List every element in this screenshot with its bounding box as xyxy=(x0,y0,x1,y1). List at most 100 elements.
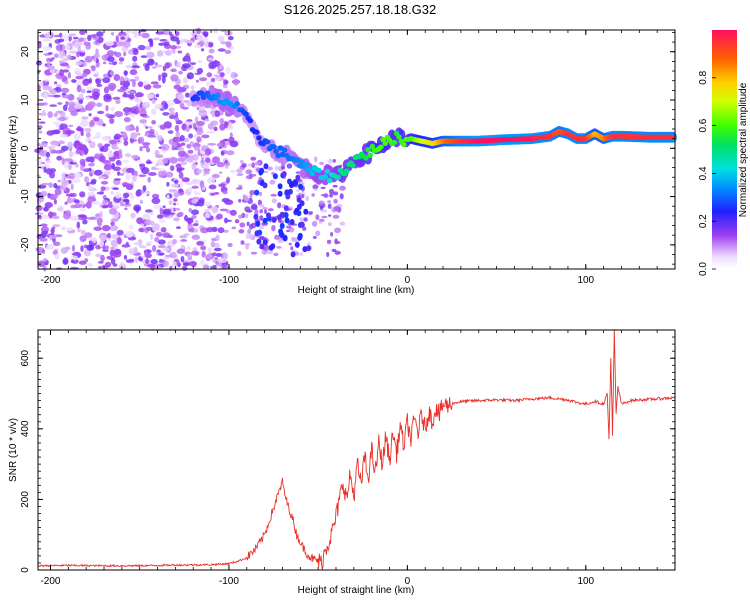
noise-speck xyxy=(179,235,188,239)
noise-speck xyxy=(102,249,109,253)
snr-series xyxy=(37,329,676,570)
noise-speck xyxy=(192,247,198,252)
noise-speck xyxy=(80,119,89,127)
noise-speck xyxy=(53,34,61,38)
noise-speck xyxy=(123,41,131,48)
noise-speck xyxy=(36,102,45,106)
noise-speck xyxy=(210,241,216,248)
noise-speck xyxy=(183,55,191,62)
noise-speck xyxy=(110,234,119,239)
noise-speck xyxy=(139,245,147,249)
noise-speck xyxy=(169,112,176,116)
noise-speck xyxy=(41,109,46,117)
noise-speck xyxy=(40,161,46,165)
noise-speck xyxy=(86,86,94,90)
noise-speck xyxy=(295,189,300,192)
noise-speck xyxy=(247,228,252,235)
noise-speck xyxy=(193,190,197,196)
noise-speck xyxy=(249,190,256,195)
spectrogram-frame xyxy=(37,29,676,270)
noise-speck xyxy=(202,264,210,269)
noise-speck xyxy=(79,164,85,172)
noise-speck xyxy=(229,132,233,138)
noise-speck xyxy=(174,124,180,132)
noise-speck xyxy=(136,217,144,225)
noise-speck xyxy=(70,254,78,261)
noise-speck xyxy=(320,193,328,197)
ridge-scatter xyxy=(306,245,312,252)
noise-speck xyxy=(140,223,145,227)
noise-speck xyxy=(45,244,55,250)
noise-speck xyxy=(64,173,69,177)
noise-speck xyxy=(332,191,339,196)
noise-speck xyxy=(103,86,109,94)
noise-speck xyxy=(59,69,64,77)
noise-speck xyxy=(46,130,55,136)
noise-speck xyxy=(154,150,160,156)
noise-speck xyxy=(49,104,57,107)
noise-speck xyxy=(57,102,63,105)
noise-speck xyxy=(162,41,170,47)
noise-speck xyxy=(70,110,78,117)
noise-speck xyxy=(87,237,97,241)
noise-speck xyxy=(83,204,90,207)
noise-speck xyxy=(116,229,124,236)
ridge-core xyxy=(256,135,262,141)
noise-speck xyxy=(163,256,170,260)
noise-speck xyxy=(230,169,236,174)
noise-speck xyxy=(91,65,96,72)
noise-speck xyxy=(213,110,221,117)
noise-speck xyxy=(60,247,68,254)
noise-speck xyxy=(201,48,205,52)
noise-speck xyxy=(103,171,112,176)
noise-speck xyxy=(77,45,81,53)
noise-speck xyxy=(162,157,169,164)
noise-speck xyxy=(191,185,199,189)
noise-speck xyxy=(61,44,66,51)
noise-speck xyxy=(308,211,313,215)
noise-speck xyxy=(53,113,58,117)
ridge-scatter xyxy=(268,244,274,251)
noise-speck xyxy=(138,227,144,233)
noise-speck xyxy=(114,192,122,199)
noise-speck xyxy=(188,124,193,129)
noise-speck xyxy=(213,247,222,252)
noise-speck xyxy=(245,169,253,175)
noise-speck xyxy=(74,203,83,209)
noise-speck xyxy=(194,179,201,184)
noise-speck xyxy=(39,149,48,157)
noise-speck xyxy=(315,214,320,221)
noise-speck xyxy=(64,80,69,85)
noise-speck xyxy=(231,226,237,230)
noise-speck xyxy=(43,207,49,212)
ridge-scatter xyxy=(263,163,269,170)
noise-speck xyxy=(47,52,53,55)
noise-speck xyxy=(123,255,128,260)
noise-speck xyxy=(120,261,125,268)
noise-speck xyxy=(140,190,145,194)
noise-speck xyxy=(226,176,231,183)
noise-speck xyxy=(65,193,75,197)
noise-speck xyxy=(68,124,74,128)
noise-speck xyxy=(332,184,338,188)
noise-speck xyxy=(259,204,265,208)
noise-speck xyxy=(178,188,184,193)
noise-speck xyxy=(58,32,63,38)
noise-speck xyxy=(202,37,209,42)
noise-speck xyxy=(182,76,189,84)
noise-speck xyxy=(201,186,206,191)
noise-speck xyxy=(48,182,53,188)
noise-speck xyxy=(286,225,292,229)
noise-speck xyxy=(179,180,183,188)
noise-speck xyxy=(150,233,154,241)
noise-speck xyxy=(174,207,180,211)
noise-speck xyxy=(177,157,186,162)
noise-speck xyxy=(203,201,212,207)
x-tick-label: -200 xyxy=(40,576,60,587)
noise-speck xyxy=(118,61,123,65)
noise-speck xyxy=(233,73,239,77)
noise-speck xyxy=(110,246,115,251)
noise-speck xyxy=(215,234,220,241)
ridge-core xyxy=(275,153,282,159)
noise-speck xyxy=(174,31,180,37)
